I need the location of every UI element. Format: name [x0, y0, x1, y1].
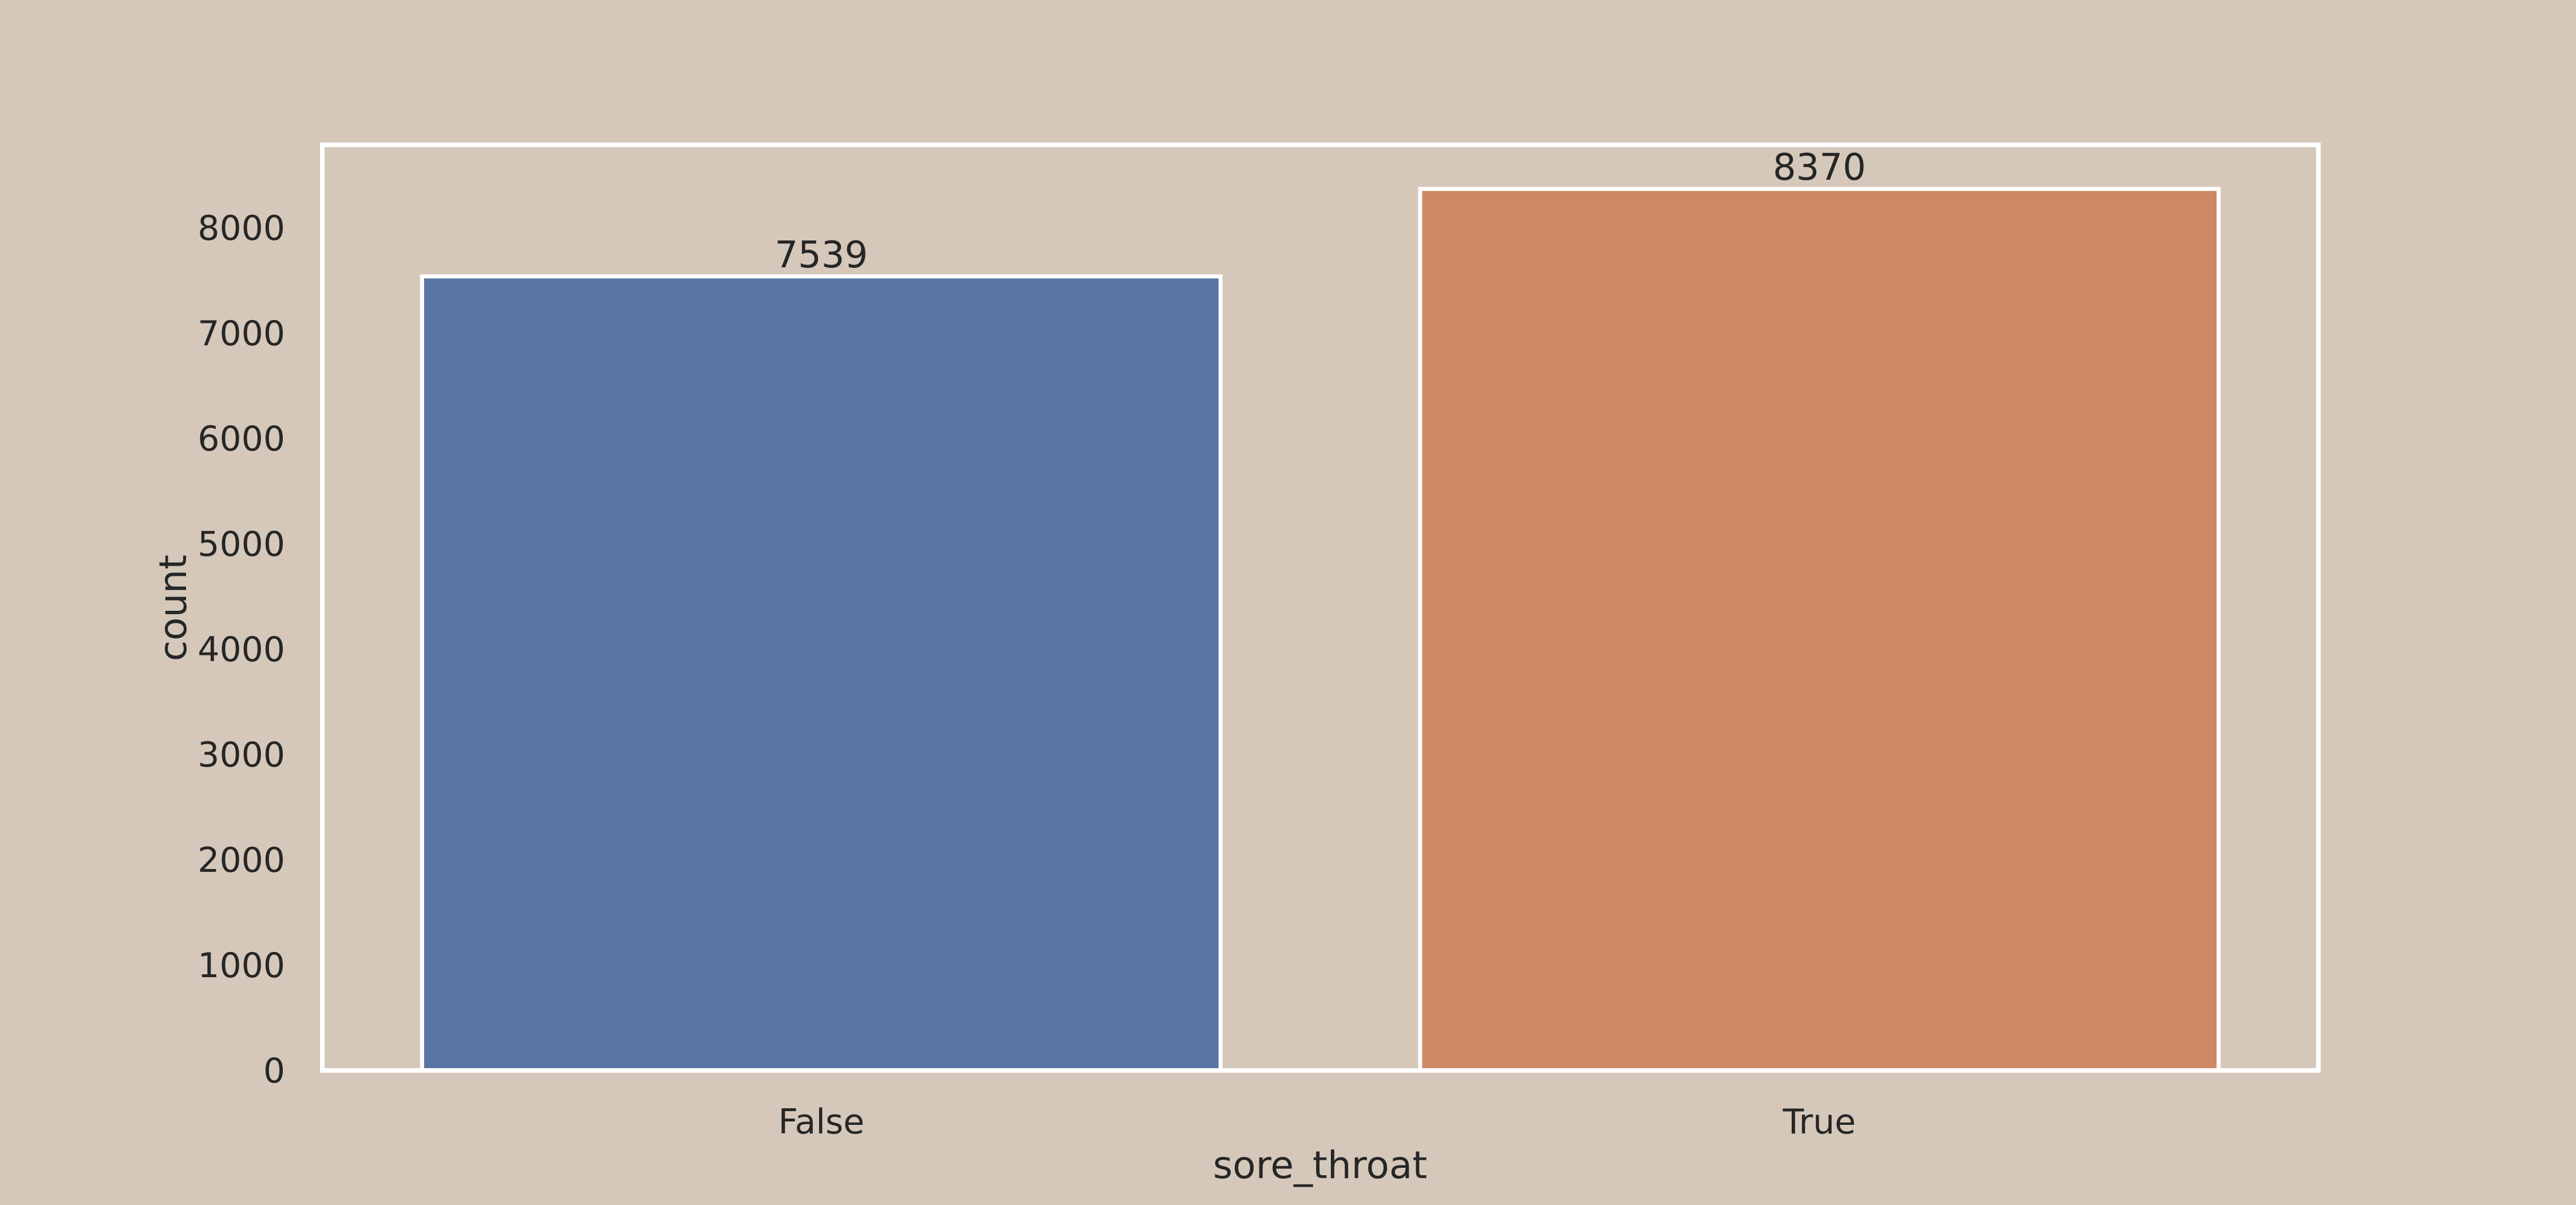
data-label-true: 8370: [1773, 147, 1866, 189]
plot-frame: [320, 143, 2321, 1073]
y-tick-label-0: 0: [263, 1051, 285, 1091]
y-tick-label-1000: 1000: [197, 946, 285, 986]
y-tick-label-2000: 2000: [197, 840, 285, 880]
y-tick-label-8000: 8000: [197, 208, 285, 248]
y-tick-label-7000: 7000: [197, 314, 285, 354]
bars-layer: [420, 187, 2221, 1073]
x-tick-label-false: False: [778, 1102, 864, 1142]
y-axis-title: count: [151, 555, 195, 661]
data-labels: 7539 8370: [775, 147, 1866, 276]
bar-false: [420, 274, 1223, 1073]
x-tick-label-true: True: [1783, 1102, 1856, 1142]
y-axis-ticks: 0 1000 2000 3000 4000 5000 6000 7000 8000: [197, 208, 285, 1091]
y-tick-label-3000: 3000: [197, 735, 285, 775]
x-axis-title: sore_throat: [1213, 1143, 1427, 1187]
bar-true: [1418, 187, 2221, 1073]
x-axis-ticks: False True: [778, 1102, 1856, 1142]
data-label-false: 7539: [775, 234, 868, 276]
y-tick-label-6000: 6000: [197, 419, 285, 459]
y-tick-label-4000: 4000: [197, 630, 285, 670]
y-tick-label-5000: 5000: [197, 524, 285, 564]
